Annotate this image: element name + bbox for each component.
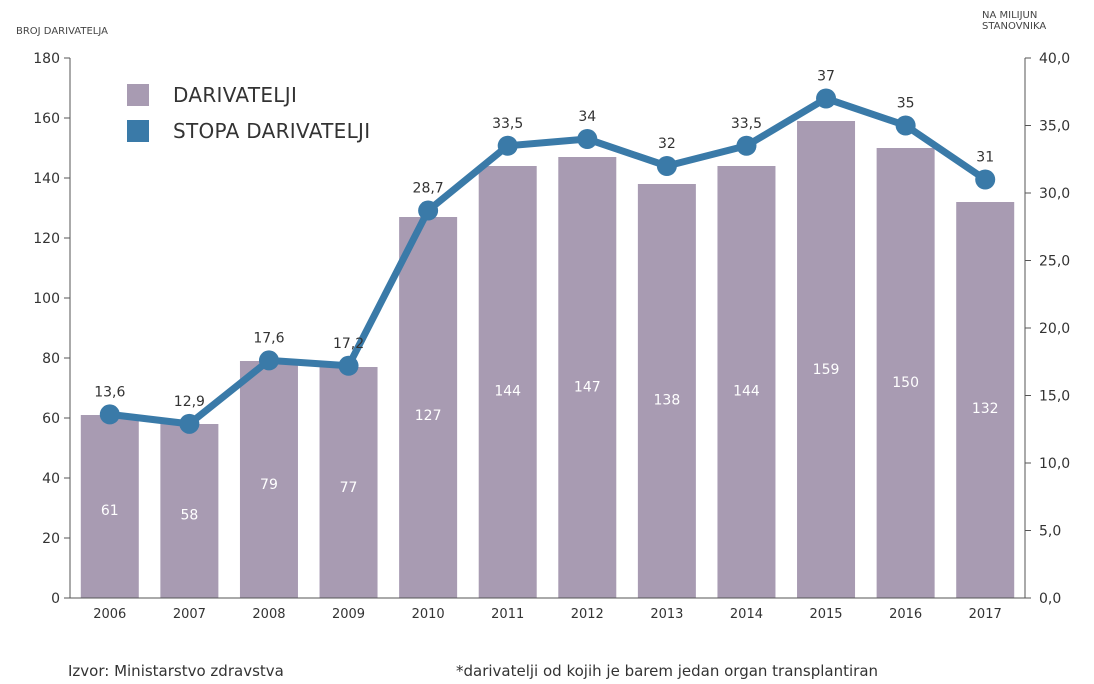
left-tick-label: 140 xyxy=(33,171,60,187)
right-y-axis: 0,0 5,0 10,0 15,0 20,0 25,0 30,0 35,0 40,0 xyxy=(1024,51,1070,607)
legend-item-stopa: STOPA DARIVATELJI xyxy=(127,119,371,143)
line-point-2011 xyxy=(497,135,518,156)
bar-2009 xyxy=(319,367,378,598)
left-tick-label: 120 xyxy=(33,231,60,247)
legend-swatch-line xyxy=(127,120,149,142)
line-point-2008 xyxy=(258,350,279,371)
bar-2013 xyxy=(637,184,696,598)
bar-value-label: 79 xyxy=(260,477,278,493)
line-point-2012 xyxy=(577,129,598,149)
x-tick-label: 2012 xyxy=(571,607,604,622)
right-tick-label: 0,0 xyxy=(1039,591,1061,607)
bar-series: 61 58 79 77 127 144 147 138 144 159 150 132 xyxy=(80,121,1015,598)
left-tick-label: 60 xyxy=(42,411,60,427)
line-point-2006 xyxy=(99,404,120,425)
legend-swatch-bar xyxy=(127,84,149,106)
line-value-label: 13,6 xyxy=(94,384,125,400)
right-tick-label: 40,0 xyxy=(1039,51,1070,67)
bar-2010 xyxy=(399,217,458,598)
line-value-label: 33,5 xyxy=(492,116,523,132)
x-tick-label: 2009 xyxy=(332,607,365,622)
x-tick-label: 2007 xyxy=(173,607,206,622)
left-tick-label: 180 xyxy=(33,51,60,67)
line-value-label: 33,5 xyxy=(731,116,762,132)
right-tick-label: 15,0 xyxy=(1039,389,1070,405)
right-axis-title: NA MILIJUN STANOVNIKA xyxy=(982,10,1047,32)
left-tick-label: 80 xyxy=(42,351,60,367)
line-point-2007 xyxy=(179,413,200,434)
left-tick-label: 20 xyxy=(42,531,60,547)
line-value-label: 37 xyxy=(817,69,835,85)
right-tick-label: 5,0 xyxy=(1039,524,1061,540)
line-value-label: 34 xyxy=(578,109,596,125)
x-tick-label: 2008 xyxy=(252,607,285,622)
x-axis: 2006 2007 2008 2009 2010 2011 2012 2013 2014 2015… xyxy=(70,597,1025,622)
left-y-axis: 0 20 40 60 80 100 120 140 160 180 xyxy=(33,51,71,607)
line-value-label: 35 xyxy=(897,96,915,112)
x-tick-label: 2014 xyxy=(730,607,763,622)
x-tick-label: 2016 xyxy=(889,607,922,622)
source-note: Izvor: Ministarstvo zdravstva xyxy=(68,662,284,680)
line-point-2014 xyxy=(736,135,757,156)
bar-2015 xyxy=(797,121,856,598)
line-path xyxy=(106,95,989,428)
bar-value-label: 150 xyxy=(892,375,919,391)
line-value-label: 17,6 xyxy=(253,330,284,346)
line-point-2015 xyxy=(816,88,837,109)
x-tick-label: 2013 xyxy=(650,607,683,622)
legend-label-bar: DARIVATELJI xyxy=(173,83,298,107)
right-tick-label: 35,0 xyxy=(1039,119,1070,135)
right-tick-label: 10,0 xyxy=(1039,456,1070,472)
bar-value-label: 127 xyxy=(415,408,442,424)
bar-value-label: 77 xyxy=(340,480,358,496)
line-point-2010 xyxy=(418,200,439,221)
line-value-label: 31 xyxy=(976,150,994,166)
x-tick-label: 2011 xyxy=(491,607,524,622)
bar-value-label: 144 xyxy=(494,384,521,400)
left-tick-label: 160 xyxy=(33,111,60,127)
bar-2006 xyxy=(80,415,139,598)
bar-2007 xyxy=(160,424,219,598)
bar-2011 xyxy=(478,166,537,598)
line-value-label: 28,7 xyxy=(413,181,444,197)
bar-value-label: 159 xyxy=(813,362,840,378)
x-tick-label: 2017 xyxy=(969,607,1002,622)
bar-value-label: 58 xyxy=(180,507,198,523)
left-tick-label: 0 xyxy=(51,591,60,607)
bar-value-label: 147 xyxy=(574,379,601,395)
line-point-2013 xyxy=(656,156,677,176)
bar-value-label: 61 xyxy=(101,503,119,519)
line-value-label: 32 xyxy=(658,136,676,152)
right-tick-label: 25,0 xyxy=(1039,254,1070,270)
bar-2012 xyxy=(558,157,617,598)
bar-2017 xyxy=(956,202,1015,598)
bar-2016 xyxy=(876,148,935,598)
bar-value-label: 138 xyxy=(654,392,681,408)
bar-value-label: 144 xyxy=(733,384,760,400)
bar-2008 xyxy=(239,361,298,598)
x-tick-label: 2010 xyxy=(412,607,445,622)
line-point-2017 xyxy=(975,169,996,190)
line-value-label: 17,2 xyxy=(333,336,364,352)
x-tick-label: 2015 xyxy=(809,607,842,622)
left-tick-label: 100 xyxy=(33,291,60,307)
left-tick-label: 40 xyxy=(42,471,60,487)
legend-item-darivatelji: DARIVATELJI xyxy=(127,83,298,107)
line-point-2016 xyxy=(895,115,916,136)
footnote: *darivatelji od kojih je barem jedan org… xyxy=(456,662,879,680)
bar-value-label: 132 xyxy=(972,401,999,417)
right-tick-label: 30,0 xyxy=(1039,186,1070,202)
right-tick-label: 20,0 xyxy=(1039,321,1070,337)
left-axis-title: BROJ DARIVATELJA xyxy=(16,26,108,37)
bar-2014 xyxy=(717,166,776,598)
legend-label-line: STOPA DARIVATELJI xyxy=(173,119,371,143)
x-tick-label: 2006 xyxy=(93,607,126,622)
line-series: 13,6 12,9 17,6 17,2 28,7 33,5 34 32 33,5 37 35 31 xyxy=(94,69,996,434)
line-value-label: 12,9 xyxy=(174,394,205,410)
line-point-2009 xyxy=(338,355,359,376)
